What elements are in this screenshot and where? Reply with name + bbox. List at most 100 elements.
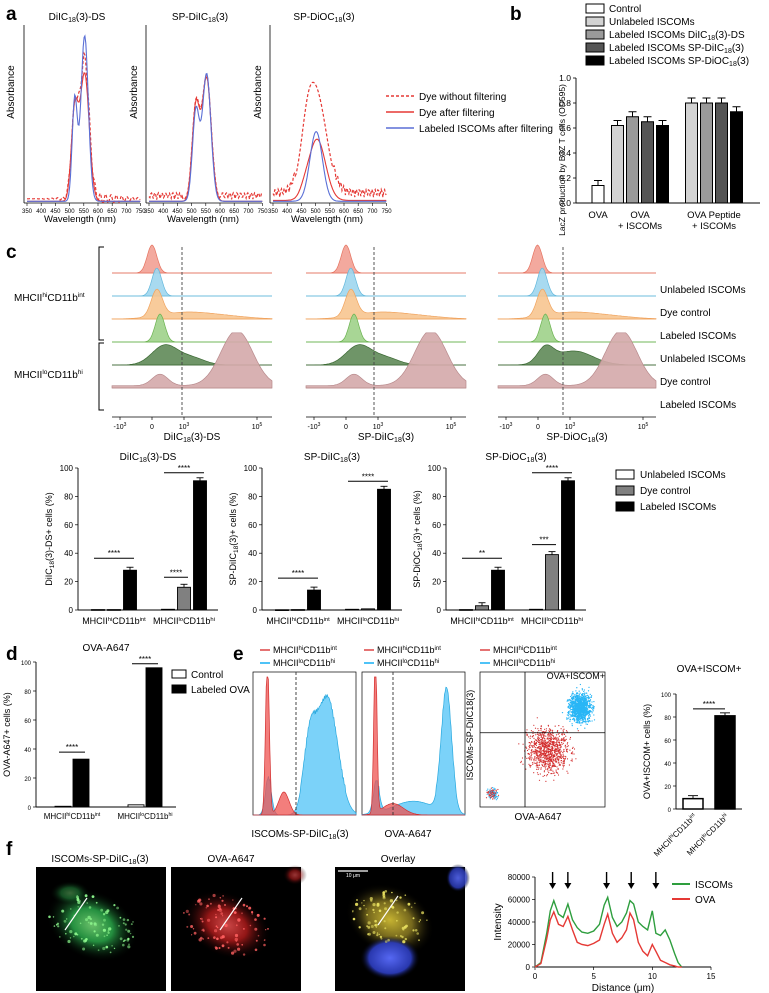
scatter-point bbox=[586, 694, 589, 697]
fluorescent-speckle bbox=[73, 935, 75, 938]
fluorescent-speckle bbox=[127, 945, 131, 949]
fluorescent-speckle bbox=[418, 921, 420, 923]
y-tick-label: 60 bbox=[432, 521, 441, 530]
scatter-point bbox=[577, 697, 579, 699]
scatter-point bbox=[581, 696, 584, 699]
scatter-point bbox=[533, 760, 535, 762]
scatter-point bbox=[564, 739, 566, 741]
scatter-point bbox=[586, 723, 589, 726]
scatter-point bbox=[545, 756, 547, 759]
scatter-point bbox=[560, 756, 562, 758]
y-tick-label: 0.2 bbox=[559, 173, 571, 183]
scatter-point bbox=[554, 758, 557, 761]
y-tick-label: 60 bbox=[664, 739, 671, 745]
scatter-point bbox=[562, 768, 564, 770]
bar bbox=[361, 608, 375, 611]
scatter-point bbox=[485, 797, 488, 799]
fluorescent-speckle bbox=[374, 919, 377, 923]
fluorescent-speckle bbox=[221, 935, 225, 939]
scatter-point bbox=[556, 742, 558, 744]
scatter-point bbox=[585, 703, 587, 705]
scatter-point bbox=[533, 737, 535, 740]
row-label: Dye control bbox=[660, 377, 711, 388]
scatter-point bbox=[543, 753, 545, 755]
scatter-point bbox=[544, 754, 547, 756]
scatter-point bbox=[545, 741, 547, 743]
scatter-point bbox=[545, 728, 548, 730]
scatter-point bbox=[550, 773, 552, 775]
x-tick-label: 550 bbox=[79, 209, 90, 215]
scatter-point bbox=[558, 752, 560, 754]
scatter-point bbox=[536, 762, 538, 765]
scatter-point bbox=[566, 743, 568, 745]
scatter-point bbox=[589, 697, 591, 699]
y-tick-labels: 0.0 0.2 0.4 0.6 0.8 1.0 bbox=[559, 73, 576, 208]
panel-letter-a: a bbox=[6, 4, 17, 25]
scatter-point bbox=[526, 729, 528, 731]
micrograph-iscoms bbox=[36, 867, 166, 991]
scatter-point bbox=[576, 711, 579, 713]
legend-label: MHCIIhiCD11bint bbox=[493, 645, 557, 655]
x-tick-labels: 350 400 450 500 550 600 650 700 750 bbox=[144, 203, 268, 215]
scatter-point bbox=[576, 703, 578, 705]
scatter-point bbox=[528, 736, 530, 738]
scatter-point bbox=[593, 708, 595, 710]
scatter-point bbox=[571, 758, 573, 760]
scatter-point bbox=[585, 723, 587, 725]
scatter-point bbox=[581, 722, 583, 724]
scatter-point bbox=[562, 729, 564, 731]
scatter-point bbox=[569, 699, 572, 701]
scatter-point bbox=[575, 707, 577, 709]
scatter-point bbox=[583, 706, 585, 709]
scatter-point bbox=[575, 705, 577, 707]
scatter-point bbox=[539, 741, 541, 743]
scatter-point bbox=[540, 725, 542, 727]
scatter-point bbox=[553, 750, 556, 752]
bar-chart-1: 0 20 40 60 80 100 DiIC18(3)-DS DiIC18(3)-DS+ ce… bbox=[44, 452, 218, 626]
scatter-point bbox=[574, 700, 577, 702]
scatter-point bbox=[591, 712, 593, 714]
scatter-point bbox=[576, 718, 579, 720]
scatter-point bbox=[552, 770, 554, 772]
x-axis-label: Wavelength (nm) bbox=[291, 214, 363, 225]
scatter-point bbox=[578, 700, 580, 702]
scatter-point bbox=[560, 728, 562, 730]
fluorescent-speckle bbox=[77, 906, 79, 908]
fluorescent-speckle bbox=[107, 931, 110, 934]
scatter-point bbox=[570, 752, 573, 755]
scatter-point bbox=[567, 711, 570, 714]
scatter-point bbox=[548, 764, 550, 766]
panel-a-chart-3: SP-DiOC18(3) Absorbance 350 400 450 500 550 6… bbox=[253, 12, 392, 225]
scatter-point bbox=[533, 743, 536, 745]
scatter-point bbox=[586, 712, 588, 714]
scatter-point bbox=[575, 699, 577, 701]
scatter-point bbox=[578, 705, 580, 707]
scatter-point bbox=[584, 697, 587, 700]
fluorescent-speckle bbox=[93, 922, 97, 925]
scatter-point bbox=[535, 739, 537, 741]
bar bbox=[714, 715, 736, 810]
scatter-point bbox=[544, 744, 546, 746]
overlay-histogram-1 bbox=[252, 671, 357, 816]
scatter-point bbox=[562, 731, 564, 733]
scatter-point bbox=[521, 757, 524, 759]
scatter-point bbox=[579, 717, 582, 720]
legend-label: Labeled ISCOMs bbox=[640, 502, 716, 513]
fluorescent-speckle bbox=[213, 936, 216, 939]
scatter-point bbox=[554, 746, 556, 748]
significance-label: **** bbox=[139, 655, 151, 664]
x-tick-label: 350 bbox=[144, 209, 155, 215]
fluorescent-speckle bbox=[113, 904, 116, 907]
scatter-point bbox=[522, 743, 524, 745]
scatter-point bbox=[540, 767, 542, 769]
panel-letter-d: d bbox=[6, 644, 18, 665]
scatter-point bbox=[536, 758, 538, 760]
fluorescent-speckle bbox=[218, 947, 221, 949]
scatter-point bbox=[547, 752, 549, 754]
scatter-point bbox=[550, 740, 552, 743]
scatter-point bbox=[582, 695, 585, 698]
y-tick-label: 0.4 bbox=[559, 148, 571, 158]
fluorescent-speckle bbox=[251, 913, 253, 915]
scatter-point bbox=[548, 753, 550, 755]
scatter-point bbox=[554, 765, 557, 768]
